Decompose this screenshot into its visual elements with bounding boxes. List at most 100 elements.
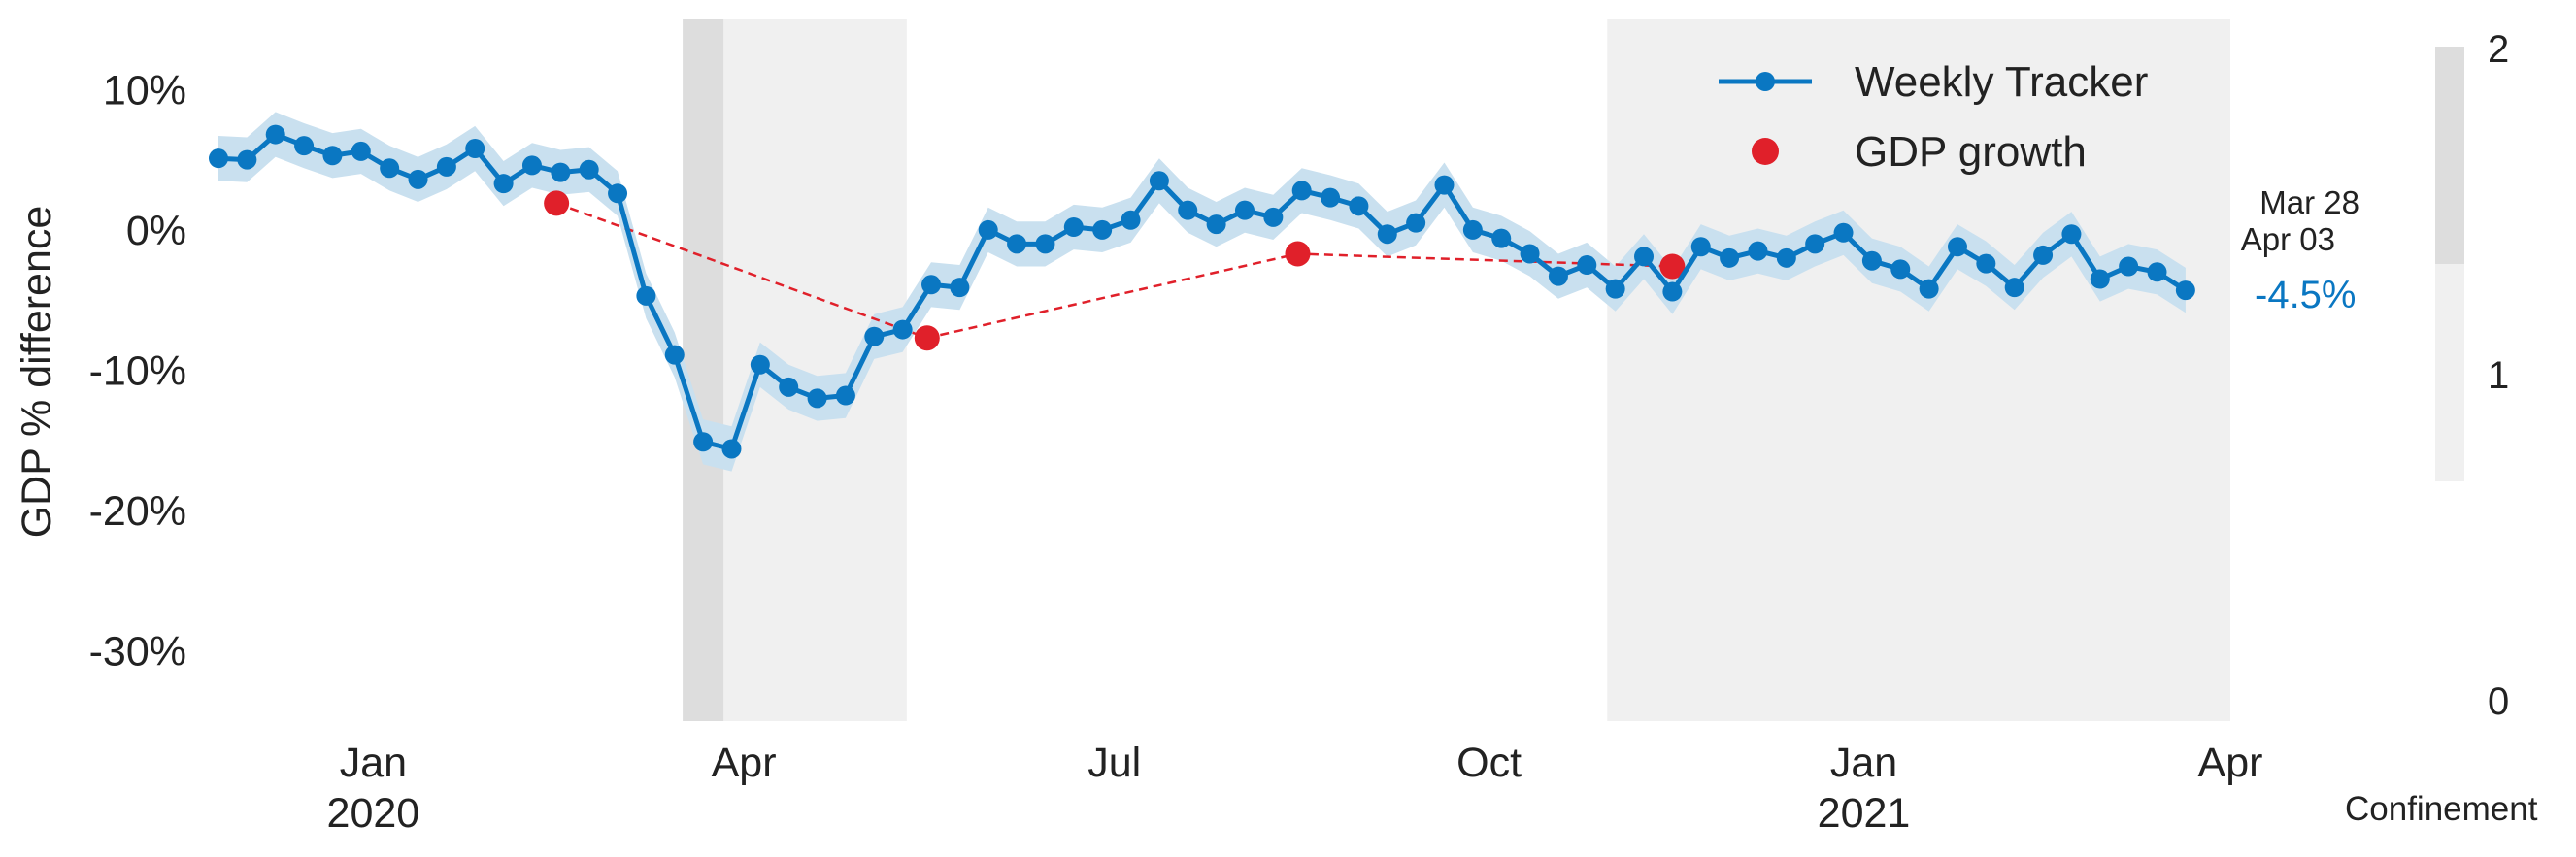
week-label-line1: Mar 28 <box>2259 184 2359 220</box>
weekly-tracker-point-52 <box>1662 281 1683 302</box>
weekly-tracker-point-34 <box>1149 171 1169 191</box>
y-tick-label: 0% <box>126 208 186 254</box>
x-tick-label: Oct <box>1456 740 1522 786</box>
weekly-tracker-point-66 <box>2061 224 2082 245</box>
weekly-tracker-point-48 <box>1548 266 1568 286</box>
y-tick-label: 10% <box>103 67 186 114</box>
last-value-label: -4.5% <box>2255 274 2357 316</box>
legend-gdp-marker <box>1752 138 1779 165</box>
weekly-tracker-point-1 <box>209 148 228 169</box>
weekly-tracker-point-13 <box>551 162 571 182</box>
colorbar-tick-2: 2 <box>2488 28 2509 71</box>
weekly-tracker-point-47 <box>1520 244 1540 264</box>
colorbar-level-1 <box>2435 264 2464 481</box>
weekly-tracker-point-28 <box>978 219 998 240</box>
weekly-tracker-point-9 <box>436 156 456 177</box>
colorbar-tick-0: 0 <box>2488 680 2509 723</box>
weekly-tracker-point-7 <box>380 158 400 179</box>
weekly-tracker-point-37 <box>1234 200 1255 220</box>
weekly-tracker-point-16 <box>636 285 656 306</box>
gdp-growth-series <box>544 190 1686 351</box>
gdp-growth-line <box>555 202 1673 340</box>
weekly-tracker-point-18 <box>693 432 714 452</box>
weekly-tracker-point-41 <box>1349 196 1369 216</box>
weekly-tracker-point-69 <box>2147 262 2167 282</box>
weekly-tracker-point-22 <box>807 388 827 409</box>
weekly-tracker-point-50 <box>1605 279 1625 299</box>
weekly-tracker-point-30 <box>1035 234 1055 254</box>
weekly-tracker-point-8 <box>408 169 428 189</box>
gdp-growth-point-4 <box>1659 253 1686 280</box>
weekly-tracker-point-24 <box>864 326 885 346</box>
gdp-growth-point-2 <box>914 325 940 351</box>
weekly-tracker-point-57 <box>1805 234 1825 254</box>
confinement-colorbar: 2 1 0 Confinement <box>2345 28 2538 828</box>
colorbar-level-2 <box>2435 47 2464 264</box>
confinement-shading <box>683 19 2230 721</box>
weekly-tracker-point-3 <box>265 124 285 145</box>
weekly-tracker-point-39 <box>1291 181 1312 201</box>
x-tick-label: Jul <box>1087 740 1141 786</box>
weekly-tracker-point-2 <box>237 149 257 170</box>
weekly-tracker-point-23 <box>835 385 855 406</box>
legend-label-weekly-tracker: Weekly Tracker <box>1855 58 2148 106</box>
x-tick-label: Jan <box>340 740 407 786</box>
confinement-period-2 <box>683 19 724 721</box>
gdp-growth-point-3 <box>1285 241 1311 267</box>
weekly-tracker-point-45 <box>1462 219 1483 240</box>
weekly-tracker-point-61 <box>1919 279 1939 299</box>
weekly-tracker-point-15 <box>608 183 628 204</box>
weekly-tracker-point-32 <box>1092 219 1113 240</box>
weekly-tracker-point-12 <box>521 155 542 176</box>
weekly-tracker-point-36 <box>1206 214 1226 235</box>
end-annotations: Mar 28 Apr 03 -4.5% <box>2241 184 2359 316</box>
weekly-tracker-point-70 <box>2175 280 2195 301</box>
x-tick-year-label: 2021 <box>1818 790 1911 837</box>
x-tick-label: Apr <box>712 740 777 786</box>
weekly-tracker-point-14 <box>579 159 599 180</box>
weekly-tracker-point-65 <box>2033 245 2054 265</box>
y-tick-label: -10% <box>89 348 186 395</box>
weekly-tracker-point-59 <box>1861 250 1882 271</box>
weekly-tracker-point-21 <box>779 377 799 397</box>
weekly-tracker-series <box>209 124 2195 459</box>
weekly-tracker-point-33 <box>1121 210 1141 230</box>
weekly-tracker-point-58 <box>1833 222 1854 243</box>
weekly-tracker-point-25 <box>892 319 913 340</box>
gdp-growth-point-1 <box>544 190 570 216</box>
weekly-tracker-point-68 <box>2119 256 2139 277</box>
weekly-tracker-point-43 <box>1406 213 1426 233</box>
weekly-tracker-point-5 <box>322 146 343 166</box>
weekly-tracker-point-42 <box>1377 224 1397 245</box>
weekly-tracker-point-10 <box>465 139 485 159</box>
weekly-tracker-point-6 <box>351 141 371 161</box>
weekly-tracker-point-64 <box>2004 278 2024 298</box>
weekly-tracker-point-44 <box>1434 175 1455 195</box>
weekly-tracker-point-55 <box>1748 241 1768 261</box>
weekly-tracker-point-17 <box>664 345 685 365</box>
weekly-tracker-point-62 <box>1947 237 1967 257</box>
weekly-tracker-point-4 <box>294 136 315 156</box>
legend-label-gdp-growth: GDP growth <box>1855 128 2087 176</box>
weekly-tracker-point-60 <box>1890 259 1911 280</box>
x-tick-label: Apr <box>2198 740 2263 786</box>
colorbar-tick-1: 1 <box>2488 354 2509 397</box>
legend-tracker-marker <box>1756 72 1775 91</box>
weekly-tracker-point-31 <box>1063 217 1084 238</box>
x-tick-label: Jan <box>1830 740 1897 786</box>
weekly-tracker-point-27 <box>950 278 970 298</box>
weekly-tracker-point-53 <box>1690 237 1711 257</box>
weekly-tracker-point-19 <box>721 439 742 459</box>
y-axis: 10% 0% -10% -20% -30% <box>89 67 186 675</box>
weekly-tracker-point-67 <box>2090 269 2110 289</box>
y-tick-label: -30% <box>89 629 186 676</box>
confinement-period-3 <box>1607 19 2230 721</box>
weekly-tracker-point-11 <box>493 174 514 194</box>
weekly-tracker-line <box>217 132 2188 451</box>
weekly-tracker-point-26 <box>921 275 942 295</box>
weekly-tracker-point-49 <box>1577 255 1597 276</box>
weekly-tracker-point-54 <box>1720 247 1740 268</box>
weekly-tracker-point-56 <box>1776 247 1796 268</box>
week-label-line2: Apr 03 <box>2241 221 2335 257</box>
